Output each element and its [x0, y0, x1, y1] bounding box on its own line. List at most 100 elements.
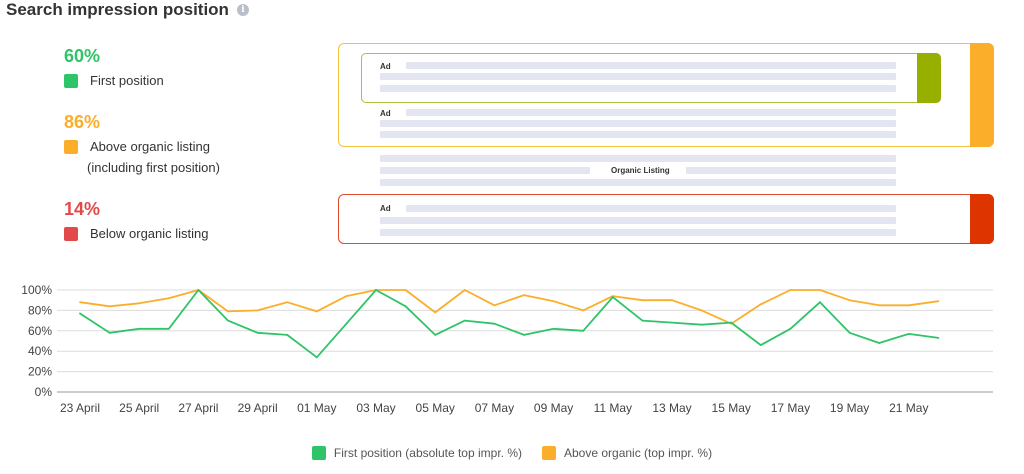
y-tick-label: 20%: [28, 365, 52, 379]
organic-listing-label: Organic Listing: [611, 166, 670, 175]
x-tick-label: 05 May: [416, 401, 455, 415]
organic-line: [380, 167, 590, 174]
series-line-first-position: [79, 289, 939, 359]
data-point: [907, 304, 910, 307]
data-point: [671, 299, 673, 302]
data-point: [641, 299, 644, 302]
ad-line: [380, 131, 896, 138]
data-point: [286, 301, 289, 304]
ad-line: [380, 217, 896, 224]
x-tick-label: 11 May: [594, 401, 632, 415]
info-icon[interactable]: i: [236, 4, 249, 16]
data-point: [256, 331, 259, 334]
data-point: [878, 304, 881, 307]
above-organic-percent: 86%: [64, 112, 101, 132]
data-point: [523, 333, 525, 336]
above-organic-bar: [970, 43, 994, 147]
below-organic-bar: [970, 194, 994, 244]
data-point: [789, 289, 792, 291]
data-point: [552, 300, 555, 303]
data-point: [375, 289, 377, 291]
data-point: [848, 299, 851, 302]
page-title: Search impression position i: [6, 0, 249, 20]
ad-line: [406, 62, 896, 69]
y-tick-label: 100%: [21, 283, 52, 297]
stat-first-position: 60% First position: [64, 46, 164, 88]
data-point: [79, 301, 81, 304]
data-point: [108, 305, 111, 308]
legend-item-above[interactable]: Above organic (top impr. %): [542, 446, 712, 460]
data-point: [907, 332, 910, 335]
legend-swatch-above: [542, 446, 556, 460]
data-point: [434, 333, 437, 336]
above-organic-sublabel: (including first position): [87, 160, 220, 175]
data-point: [582, 309, 585, 312]
above-organic-swatch: [64, 140, 78, 154]
data-point: [404, 289, 407, 291]
ad-label-3: Ad: [380, 204, 391, 213]
data-point: [493, 304, 496, 307]
y-tick-label: 0%: [35, 385, 53, 399]
below-organic-legend: Below organic listing: [64, 226, 209, 241]
data-point: [582, 329, 585, 332]
data-point: [138, 327, 141, 330]
x-tick-label: 29 April: [238, 401, 278, 415]
data-point: [197, 289, 200, 291]
data-point: [523, 294, 525, 296]
x-tick-label: 15 May: [712, 401, 751, 415]
x-tick-label: 17 May: [771, 401, 810, 415]
below-organic-box: [338, 194, 994, 244]
ad-line: [406, 109, 896, 116]
x-tick-label: 03 May: [356, 401, 395, 415]
legend-label-first: First position (absolute top impr. %): [333, 446, 522, 460]
data-point: [197, 289, 200, 291]
data-point: [404, 305, 407, 308]
data-point: [759, 303, 762, 306]
data-point: [227, 310, 229, 313]
title-text: Search impression position: [6, 0, 229, 19]
below-organic-label: Below organic listing: [90, 226, 209, 241]
ad-line: [406, 205, 896, 212]
data-point: [759, 344, 762, 346]
data-point: [463, 319, 466, 322]
x-tick-label: 21 May: [889, 401, 928, 415]
ad-line: [380, 73, 896, 80]
data-point: [138, 302, 141, 305]
x-tick-label: 09 May: [534, 401, 573, 415]
below-organic-percent: 14%: [64, 199, 101, 219]
x-tick-label: 25 April: [119, 401, 159, 415]
data-point: [878, 342, 881, 344]
x-tick-label: 07 May: [475, 401, 514, 415]
stat-above-organic: 86% Above organic listing (including fir…: [64, 112, 220, 175]
ad-line: [380, 85, 896, 92]
stat-below-organic: 14% Below organic listing: [64, 199, 209, 241]
first-position-swatch: [64, 74, 78, 88]
data-point: [463, 289, 466, 291]
data-point: [286, 333, 289, 336]
data-point: [730, 322, 733, 325]
y-tick-label: 60%: [28, 324, 52, 338]
organic-line: [380, 179, 896, 186]
ad-line: [380, 120, 896, 127]
x-tick-label: 27 April: [178, 401, 218, 415]
data-point: [375, 289, 377, 291]
legend-swatch-first: [311, 446, 326, 460]
data-point: [493, 322, 496, 325]
data-point: [227, 319, 229, 322]
data-point: [434, 311, 437, 314]
chart-legend: First position (absolute top impr. %) Ab…: [0, 446, 1024, 460]
first-position-percent: 60%: [64, 46, 101, 66]
data-point: [789, 327, 792, 330]
data-point: [167, 297, 170, 300]
data-point: [256, 309, 259, 312]
data-point: [611, 295, 614, 298]
data-point: [819, 289, 821, 291]
data-point: [700, 323, 703, 326]
ad-label-1: Ad: [380, 62, 391, 71]
data-point: [819, 301, 821, 304]
below-organic-swatch: [64, 227, 78, 241]
data-point: [641, 319, 644, 322]
legend-item-first[interactable]: First position (absolute top impr. %): [311, 446, 522, 460]
data-point: [937, 300, 940, 303]
data-point: [345, 295, 348, 298]
